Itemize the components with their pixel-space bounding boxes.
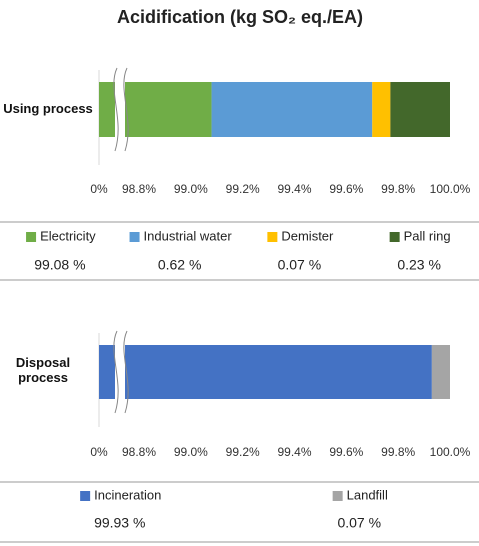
legend-swatch <box>267 232 278 242</box>
legend-label: Pall ring <box>404 228 451 243</box>
legend-swatch <box>332 491 343 501</box>
legend-label: Landfill <box>347 487 388 502</box>
legend-swatch <box>129 232 140 242</box>
bar-segment <box>390 82 450 137</box>
x-tick-label: 99.4% <box>277 182 311 196</box>
legend-swatch <box>26 232 37 242</box>
x-tick-label: 99.8% <box>381 182 415 196</box>
value-label: 99.08 % <box>34 257 85 273</box>
value-label: 99.93 % <box>94 515 145 531</box>
axis-break-line <box>123 67 129 152</box>
chart-title: Acidification (kg SO₂ eq./EA) <box>117 7 363 27</box>
x-tick-label: 0% <box>90 182 108 196</box>
legend-label: Industrial water <box>144 228 233 243</box>
legend-label: Demister <box>281 228 334 243</box>
axis-break-gap <box>115 331 125 413</box>
legend-label: Electricity <box>40 228 96 243</box>
x-tick-label: 99.4% <box>277 445 311 459</box>
x-tick-label: 100.0% <box>430 182 471 196</box>
bar-segment <box>431 345 450 399</box>
axis-break-line <box>113 330 119 414</box>
axis-break-gap <box>115 68 125 151</box>
x-tick-label: 98.8% <box>122 445 156 459</box>
value-label: 0.07 % <box>278 257 322 273</box>
legend-swatch <box>80 491 91 501</box>
x-tick-label: 99.2% <box>226 445 260 459</box>
value-label: 0.62 % <box>158 257 202 273</box>
x-tick-label: 99.8% <box>381 445 415 459</box>
legend-label: Incineration <box>94 487 161 502</box>
bar-segment <box>211 82 373 137</box>
bar-segment <box>99 345 432 399</box>
x-tick-label: 99.6% <box>329 445 363 459</box>
x-tick-label: 0% <box>90 445 108 459</box>
value-label: 0.07 % <box>337 515 381 531</box>
x-tick-label: 99.0% <box>174 445 208 459</box>
value-label: 0.23 % <box>397 257 441 273</box>
x-tick-label: 99.0% <box>174 182 208 196</box>
x-tick-label: 100.0% <box>430 445 471 459</box>
axis-break-line <box>123 330 129 414</box>
category-label: Using process <box>3 101 93 116</box>
x-tick-label: 99.2% <box>226 182 260 196</box>
legend-swatch <box>389 232 400 242</box>
axis-break-line <box>113 67 119 152</box>
x-tick-label: 99.6% <box>329 182 363 196</box>
category-label: Disposal process <box>15 355 71 385</box>
bar-segment <box>372 82 391 137</box>
x-tick-label: 98.8% <box>122 182 156 196</box>
